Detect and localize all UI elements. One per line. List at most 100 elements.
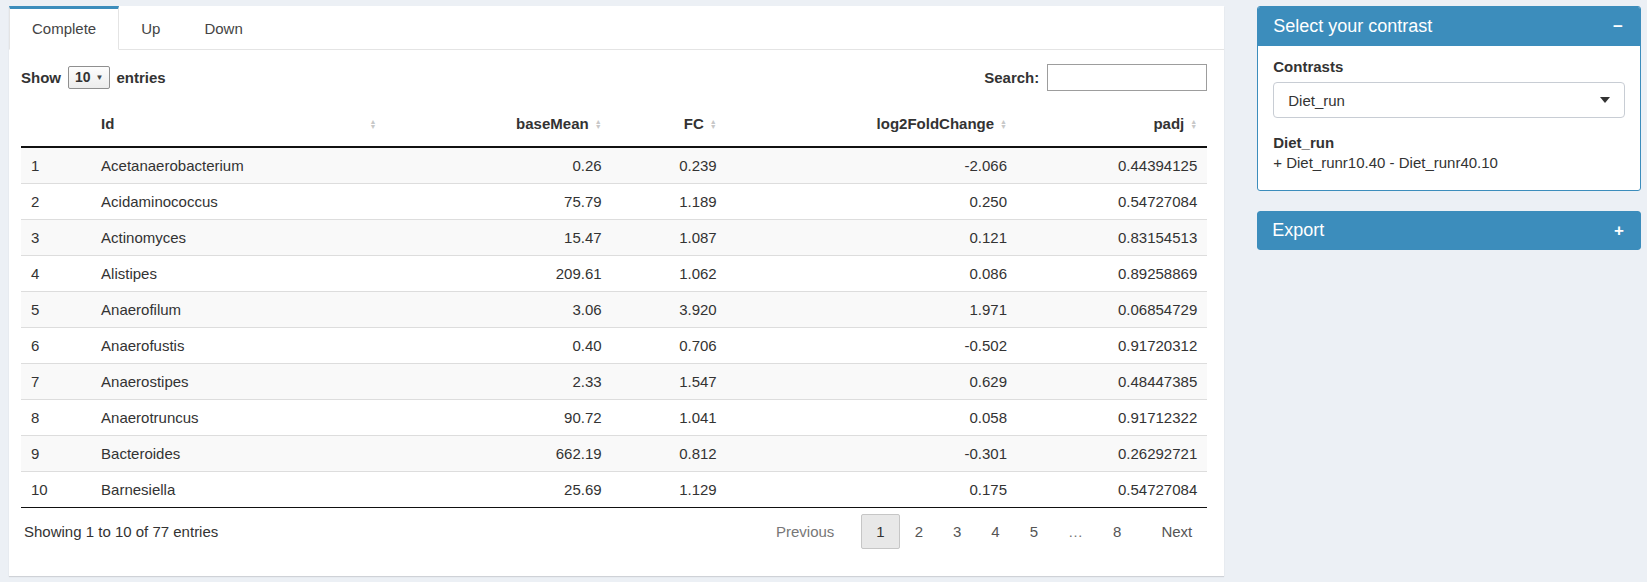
cell-padj: 0.26292721 (1017, 436, 1207, 472)
page-button-3[interactable]: 3 (938, 514, 976, 549)
table-row[interactable]: 4 Alistipes 209.61 1.062 0.086 0.8925886… (21, 256, 1207, 292)
cell-padj: 0.54727084 (1017, 472, 1207, 508)
column-header-padj[interactable]: padj (1017, 101, 1207, 147)
table-row[interactable]: 8 Anaerotruncus 90.72 1.041 0.058 0.9171… (21, 400, 1207, 436)
pagination: Previous 1 2 3 4 5 … 8 Next (761, 514, 1207, 549)
cell-id: Acidaminococcus (91, 184, 386, 220)
cell-id: Bacteroides (91, 436, 386, 472)
export-panel: Export + (1257, 211, 1641, 250)
cell-basemean: 25.69 (386, 472, 611, 508)
export-panel-header[interactable]: Export + (1257, 211, 1641, 250)
page-button-5[interactable]: 5 (1015, 514, 1053, 549)
table-row[interactable]: 1 Acetanaerobacterium 0.26 0.239 -2.066 … (21, 147, 1207, 184)
table-row[interactable]: 6 Anaerofustis 0.40 0.706 -0.502 0.91720… (21, 328, 1207, 364)
cell-basemean: 0.40 (386, 328, 611, 364)
contrast-formula: + Diet_runr10.40 - Diet_runr40.10 (1273, 153, 1625, 173)
table-row[interactable]: 7 Anaerostipes 2.33 1.547 0.629 0.484473… (21, 364, 1207, 400)
contrast-panel: Select your contrast − Contrasts Diet_ru… (1257, 6, 1641, 191)
tab-complete[interactable]: Complete (9, 6, 119, 50)
collapse-plus-icon[interactable]: + (1612, 222, 1626, 239)
table-info: Showing 1 to 10 of 77 entries (21, 523, 218, 540)
cell-fc: 1.189 (612, 184, 727, 220)
column-header-fc[interactable]: FC (612, 101, 727, 147)
row-index: 9 (21, 436, 91, 472)
row-index: 5 (21, 292, 91, 328)
table-row[interactable]: 9 Bacteroides 662.19 0.812 -0.301 0.2629… (21, 436, 1207, 472)
cell-log2fc: -0.502 (727, 328, 1017, 364)
cell-log2fc: 0.250 (727, 184, 1017, 220)
cell-fc: 3.920 (612, 292, 727, 328)
page-button-4[interactable]: 4 (976, 514, 1014, 549)
cell-basemean: 15.47 (386, 220, 611, 256)
row-index: 4 (21, 256, 91, 292)
cell-id: Actinomyces (91, 220, 386, 256)
cell-id: Alistipes (91, 256, 386, 292)
cell-id: Barnesiella (91, 472, 386, 508)
cell-padj: 0.91720312 (1017, 328, 1207, 364)
tab-up[interactable]: Up (119, 6, 182, 50)
page-length-select[interactable]: 10 ▼ (68, 66, 110, 89)
cell-basemean: 75.79 (386, 184, 611, 220)
cell-id: Anaerofustis (91, 328, 386, 364)
cell-log2fc: 0.058 (727, 400, 1017, 436)
cell-basemean: 90.72 (386, 400, 611, 436)
cell-id: Anaerofilum (91, 292, 386, 328)
sort-icon (595, 119, 602, 129)
show-label: Show (21, 69, 61, 86)
search-input[interactable] (1047, 64, 1207, 91)
table-row[interactable]: 2 Acidaminococcus 75.79 1.189 0.250 0.54… (21, 184, 1207, 220)
contrast-description: Diet_run + Diet_runr10.40 - Diet_runr40.… (1273, 133, 1625, 174)
tab-content: Show 10 ▼ entries Search: (9, 50, 1224, 576)
cell-log2fc: 0.175 (727, 472, 1017, 508)
cell-basemean: 0.26 (386, 147, 611, 184)
contrast-select[interactable]: Diet_run (1273, 82, 1625, 118)
sort-icon (710, 119, 717, 129)
row-index: 8 (21, 400, 91, 436)
sort-icon (1190, 119, 1197, 129)
previous-page-button[interactable]: Previous (761, 514, 849, 549)
row-index: 3 (21, 220, 91, 256)
cell-padj: 0.89258869 (1017, 256, 1207, 292)
page: Complete Up Down Show 10 ▼ entries Searc… (0, 0, 1647, 576)
row-index: 7 (21, 364, 91, 400)
contrast-panel-header[interactable]: Select your contrast − (1258, 7, 1640, 46)
tab-down[interactable]: Down (182, 6, 264, 50)
contrast-panel-body: Contrasts Diet_run Diet_run + Diet_runr1… (1258, 46, 1640, 190)
results-card: Complete Up Down Show 10 ▼ entries Searc… (9, 6, 1224, 576)
page-button-2[interactable]: 2 (900, 514, 938, 549)
column-header-basemean[interactable]: baseMean (386, 101, 611, 147)
column-header-index (21, 101, 91, 147)
page-length-control: Show 10 ▼ entries (21, 66, 166, 89)
cell-log2fc: -0.301 (727, 436, 1017, 472)
page-button-1[interactable]: 1 (861, 514, 899, 549)
page-button-8[interactable]: 8 (1098, 514, 1136, 549)
cell-log2fc: -2.066 (727, 147, 1017, 184)
cell-padj: 0.48447385 (1017, 364, 1207, 400)
results-table: Id baseMean FC (21, 101, 1207, 508)
table-row[interactable]: 10 Barnesiella 25.69 1.129 0.175 0.54727… (21, 472, 1207, 508)
cell-fc: 1.087 (612, 220, 727, 256)
column-label: FC (684, 115, 704, 132)
cell-fc: 0.812 (612, 436, 727, 472)
table-row[interactable]: 3 Actinomyces 15.47 1.087 0.121 0.831545… (21, 220, 1207, 256)
search-label: Search: (984, 69, 1039, 86)
contrast-select-value: Diet_run (1288, 92, 1345, 109)
row-index: 6 (21, 328, 91, 364)
column-header-id[interactable]: Id (91, 101, 386, 147)
cell-padj: 0.91712322 (1017, 400, 1207, 436)
contrasts-label: Contrasts (1273, 58, 1625, 75)
table-row[interactable]: 5 Anaerofilum 3.06 3.920 1.971 0.0685472… (21, 292, 1207, 328)
cell-basemean: 209.61 (386, 256, 611, 292)
cell-fc: 1.129 (612, 472, 727, 508)
column-header-log2foldchange[interactable]: log2FoldChange (727, 101, 1017, 147)
cell-basemean: 662.19 (386, 436, 611, 472)
collapse-minus-icon[interactable]: − (1611, 18, 1625, 35)
chevron-down-icon (1600, 97, 1610, 103)
pagination-ellipsis: … (1053, 514, 1098, 549)
cell-log2fc: 0.121 (727, 220, 1017, 256)
cell-id: Anaerotruncus (91, 400, 386, 436)
row-index: 2 (21, 184, 91, 220)
column-label: padj (1153, 115, 1184, 132)
cell-padj: 0.44394125 (1017, 147, 1207, 184)
next-page-button[interactable]: Next (1146, 514, 1207, 549)
